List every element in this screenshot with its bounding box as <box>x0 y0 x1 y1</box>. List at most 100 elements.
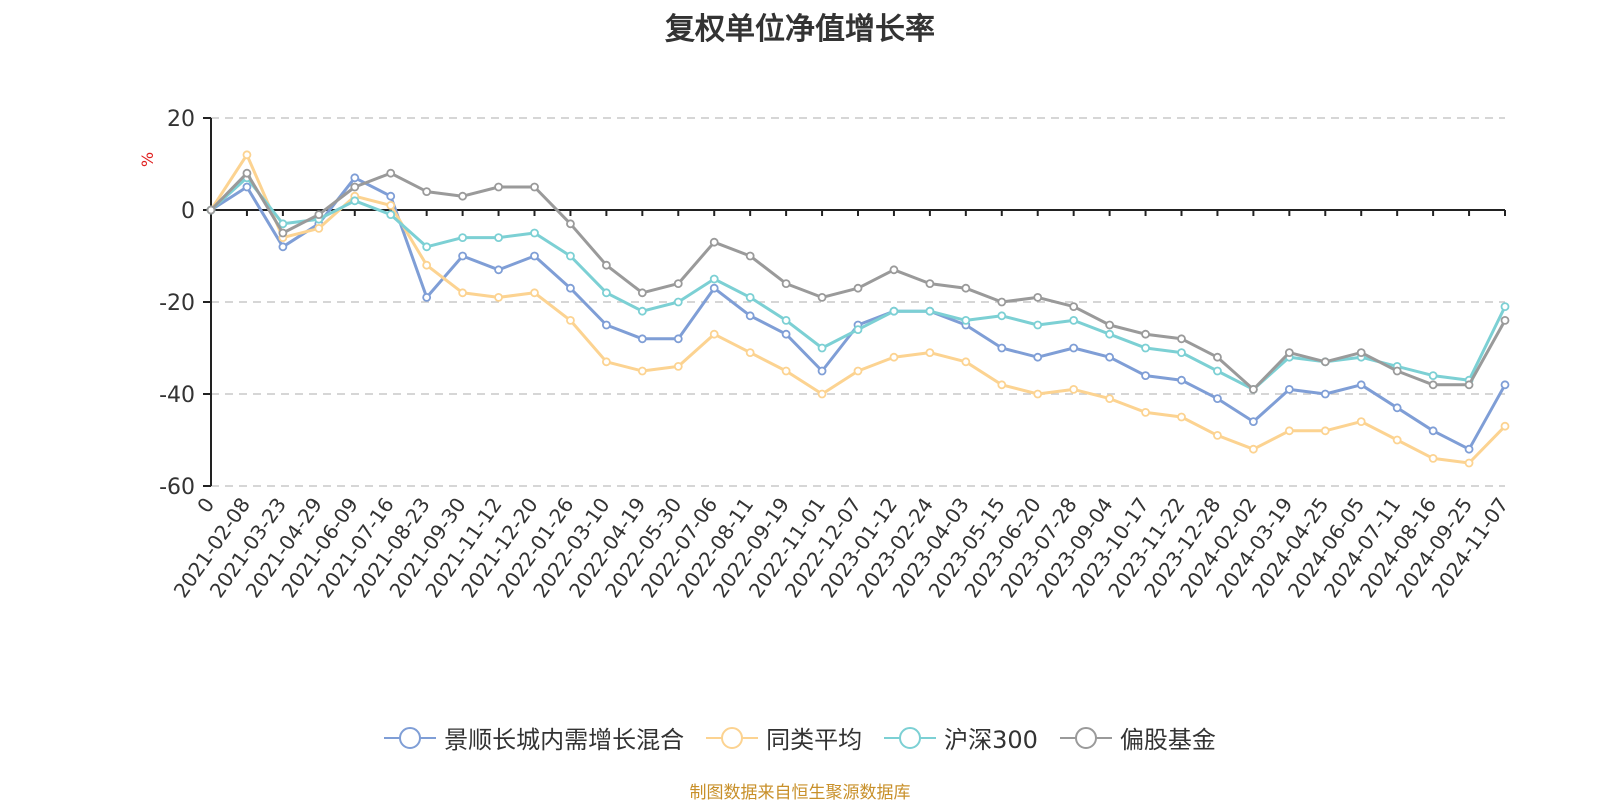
series-line-2 <box>209 153 1507 465</box>
data-point <box>242 168 252 178</box>
data-point <box>1428 426 1438 436</box>
data-point <box>1320 357 1330 367</box>
data-point <box>530 182 539 192</box>
data-point <box>637 334 647 344</box>
data-point <box>422 292 432 302</box>
data-point <box>889 265 899 275</box>
data-point <box>745 292 755 302</box>
data-point <box>997 311 1007 321</box>
data-point <box>350 173 360 183</box>
data-point <box>601 357 611 367</box>
legend: 景顺长城内需增长混合 同类平均 沪深300 偏股基金 <box>0 720 1600 755</box>
data-point <box>1177 412 1186 422</box>
data-point <box>637 288 647 298</box>
legend-marker-icon <box>706 726 759 749</box>
data-point <box>781 329 791 339</box>
data-point <box>637 306 647 316</box>
data-point <box>494 182 503 192</box>
data-point <box>566 219 575 229</box>
data-point <box>1105 320 1115 330</box>
legend-item-4[interactable]: 偏股基金 <box>1059 720 1216 755</box>
data-point <box>1500 302 1510 312</box>
data-point <box>1213 430 1222 440</box>
data-point <box>1428 380 1438 390</box>
data-point <box>709 329 719 339</box>
data-point <box>530 288 539 298</box>
data-point <box>494 292 503 302</box>
data-point <box>458 233 468 243</box>
data-point <box>1500 380 1510 390</box>
data-point <box>781 366 791 376</box>
data-point <box>350 182 360 192</box>
data-point <box>1500 421 1510 431</box>
series-line-4 <box>209 171 1507 391</box>
data-point <box>1392 366 1402 376</box>
data-point <box>1284 426 1294 436</box>
data-point <box>422 260 432 270</box>
data-point <box>781 315 791 325</box>
source-note: 制图数据来自恒生聚源数据库 <box>689 783 911 803</box>
legend-item-1[interactable]: 景顺长城内需增长混合 <box>384 720 684 755</box>
data-point <box>1105 329 1115 339</box>
legend-marker-icon <box>884 726 937 749</box>
data-point <box>1141 371 1150 381</box>
data-point <box>1320 426 1330 436</box>
data-point <box>853 325 863 335</box>
data-point <box>673 279 683 289</box>
data-point <box>278 219 288 229</box>
data-point <box>925 348 935 358</box>
data-point <box>1105 352 1115 362</box>
legend-item-2[interactable]: 同类平均 <box>706 720 862 755</box>
data-point <box>1320 389 1330 399</box>
y-tick-label: 20 <box>167 107 195 132</box>
data-point <box>925 279 935 289</box>
data-point <box>601 288 611 298</box>
data-point <box>1069 302 1079 312</box>
data-point <box>386 210 396 220</box>
data-point <box>1284 348 1294 358</box>
data-point <box>745 311 755 321</box>
y-tick-label: -40 <box>159 383 195 408</box>
data-point <box>494 233 503 243</box>
data-point <box>1464 458 1474 468</box>
series-line-1 <box>210 176 1507 451</box>
data-point <box>422 187 432 197</box>
data-point <box>530 228 539 238</box>
data-point <box>1356 417 1366 427</box>
data-point <box>673 361 683 371</box>
data-point <box>1428 371 1438 381</box>
chart-plot: 200-20-40-6002021-02-082021-03-232021-04… <box>159 107 1513 602</box>
chart-title: 复权单位净值增长率 <box>665 12 935 47</box>
data-point <box>350 196 360 206</box>
data-point <box>853 283 863 293</box>
data-point <box>1141 407 1150 417</box>
data-point <box>458 288 468 298</box>
data-point <box>314 223 324 233</box>
data-point <box>817 292 827 302</box>
data-point <box>566 251 575 261</box>
data-point <box>242 150 252 160</box>
data-point <box>386 200 396 210</box>
data-point <box>1141 343 1150 353</box>
data-point <box>961 357 971 367</box>
legend-label: 偏股基金 <box>1119 726 1216 754</box>
data-point <box>817 389 827 399</box>
data-point <box>925 306 935 316</box>
y-tick-label: -60 <box>159 475 195 500</box>
data-point <box>781 279 791 289</box>
data-point <box>601 260 611 270</box>
legend-label: 景顺长城内需增长混合 <box>444 726 685 754</box>
data-point <box>566 283 575 293</box>
data-point <box>1177 375 1186 385</box>
x-tick-label: 0 <box>192 493 219 517</box>
data-point <box>1069 343 1079 353</box>
data-point <box>1177 348 1186 358</box>
data-point <box>458 251 468 261</box>
data-point <box>1069 384 1079 394</box>
legend-item-3[interactable]: 沪深300 <box>884 720 1038 755</box>
data-point <box>566 315 575 325</box>
data-point <box>889 306 899 316</box>
y-tick-label: 0 <box>181 199 195 224</box>
data-point <box>673 334 683 344</box>
data-point <box>1141 329 1150 339</box>
